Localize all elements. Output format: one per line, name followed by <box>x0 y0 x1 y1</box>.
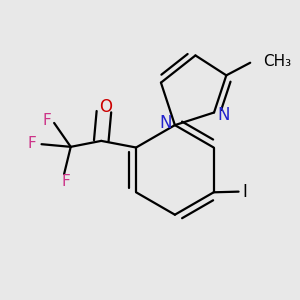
Text: F: F <box>61 174 70 189</box>
Text: I: I <box>243 183 248 201</box>
Text: F: F <box>28 136 37 151</box>
Text: F: F <box>43 113 51 128</box>
Text: CH₃: CH₃ <box>263 54 292 69</box>
Text: O: O <box>99 98 112 116</box>
Text: N: N <box>159 114 172 132</box>
Text: N: N <box>217 106 230 124</box>
